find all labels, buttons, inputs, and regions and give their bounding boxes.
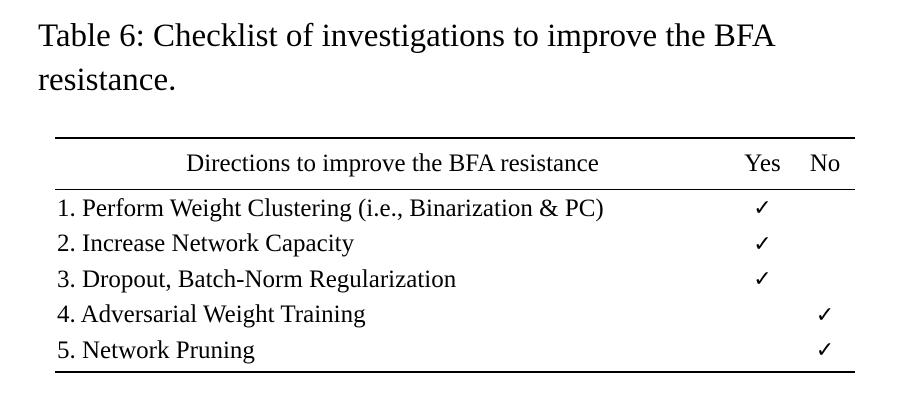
top-rule	[55, 137, 855, 139]
header-directions: Directions to improve the BFA resistance	[186, 150, 599, 177]
table-row: 4. Adversarial Weight Training ✓	[55, 298, 855, 334]
table-caption: Table 6: Checklist of investigations to …	[38, 18, 774, 98]
row-direction: 1. Perform Weight Clustering (i.e., Bina…	[57, 194, 604, 222]
table-row: 2. Increase Network Capacity ✓	[55, 227, 855, 263]
table-body: 1. Perform Weight Clustering (i.e., Bina…	[55, 190, 855, 371]
header-rule	[55, 189, 855, 190]
row-direction: 2. Increase Network Capacity	[57, 230, 355, 258]
bottom-rule	[55, 370, 855, 373]
table-row: 1. Perform Weight Clustering (i.e., Bina…	[55, 191, 855, 227]
no-check-icon: ✓	[815, 338, 835, 364]
yes-check-icon: ✓	[753, 196, 772, 222]
table-row: 3. Dropout, Batch-Norm Regularization ✓	[55, 262, 855, 298]
header-yes: Yes	[744, 150, 781, 177]
yes-check-icon: ✓	[753, 267, 772, 293]
row-direction: 4. Adversarial Weight Training	[57, 301, 366, 329]
yes-check-icon: ✓	[753, 231, 772, 257]
header-no: No	[809, 150, 841, 177]
row-direction: 5. Network Pruning	[57, 336, 255, 364]
header-row: Directions to improve the BFA resistance…	[55, 139, 855, 189]
checklist-table: Directions to improve the BFA resistance…	[55, 137, 855, 373]
no-check-icon: ✓	[815, 302, 835, 328]
table-row: 5. Network Pruning ✓	[55, 333, 855, 369]
row-direction: 3. Dropout, Batch-Norm Regularization	[57, 265, 457, 293]
